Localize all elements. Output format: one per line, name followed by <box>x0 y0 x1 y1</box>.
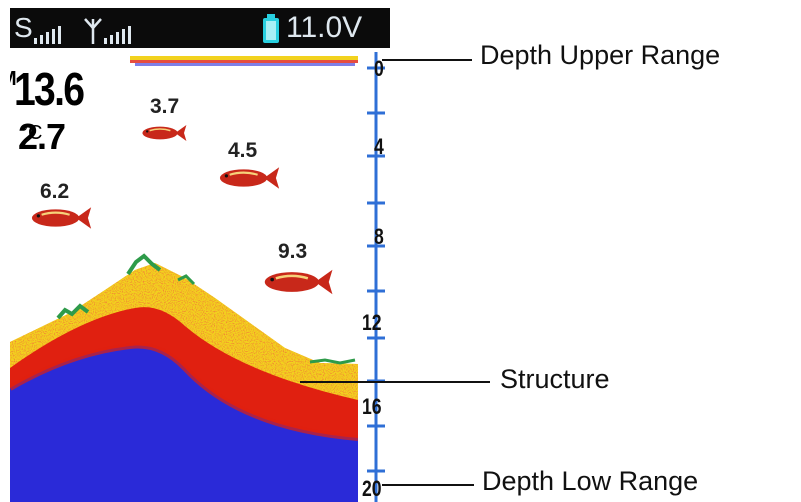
gps-signal-icon <box>104 26 131 44</box>
battery-icon <box>263 14 279 43</box>
sonar-screen: S 11.0V 13.6M 2.7°C <box>10 8 390 502</box>
fish-icon <box>142 125 187 141</box>
surface-clutter <box>130 56 358 66</box>
callout-depth-upper-range: Depth Upper Range <box>480 40 721 70</box>
fish-depth-label: 3.7 <box>150 95 180 118</box>
fish-depth-label: 6.2 <box>40 180 70 203</box>
fish-icon <box>219 167 280 189</box>
depth-readout: 13.6M <box>10 62 85 115</box>
temp-unit: °C <box>20 122 43 144</box>
temp-value: 2.7 <box>18 116 66 157</box>
structure-leader <box>300 381 490 383</box>
depth-tick-label: 8 <box>374 224 384 249</box>
callout-depth-low-range: Depth Low Range <box>482 466 699 496</box>
depth-tick-label: 16 <box>362 394 382 419</box>
status-bar: S 11.0V <box>10 8 390 48</box>
callout-structure: Structure <box>500 364 610 394</box>
fish-depth-label: 9.3 <box>278 240 308 263</box>
battery-voltage: 11.0V <box>286 11 363 44</box>
fish-icon <box>31 207 92 229</box>
sonar-signal-icon <box>34 26 61 44</box>
low-range-leader <box>382 484 474 486</box>
depth-tick-label: 4 <box>374 134 384 159</box>
sonar-signal-label: S <box>14 12 33 43</box>
upper-range-leader <box>382 59 472 61</box>
depth-scale <box>367 52 385 502</box>
depth-unit: M <box>10 68 17 90</box>
sonar-display <box>10 52 385 502</box>
depth-value: 13.6 <box>14 63 85 115</box>
fish-icon <box>264 269 333 295</box>
depth-tick-label: 12 <box>362 310 382 335</box>
depth-tick-label: 20 <box>362 476 382 501</box>
fish-depth-label: 4.5 <box>228 139 258 162</box>
antenna-icon <box>84 18 102 44</box>
depth-tick-label: 0 <box>374 56 384 81</box>
temp-readout: 2.7 °C <box>18 116 66 157</box>
